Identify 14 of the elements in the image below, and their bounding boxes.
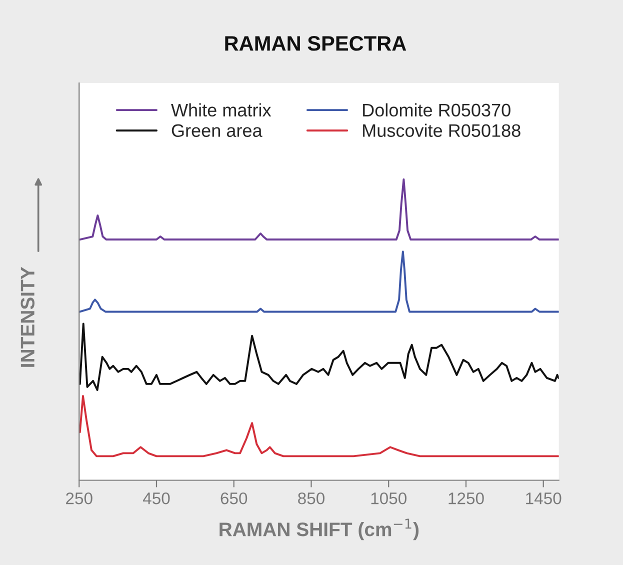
legend-label: Dolomite R050370 [363, 103, 510, 117]
x-tick-label: 850 [298, 492, 324, 504]
legend-label: White matrix [171, 103, 272, 117]
x-tick-label: 650 [220, 492, 248, 504]
x-tick-label: 250 [66, 492, 92, 504]
chart-title: RAMAN SPECTRA [225, 36, 406, 51]
y-axis-title: INTENSITY [20, 266, 34, 367]
x-axis-title: RAMAN SHIFT (cm$^{−1}$) [220, 518, 419, 540]
x-tick-label: 450 [142, 492, 170, 504]
legend-label: Muscovite R050188 [363, 124, 520, 137]
x-tick-label: 1050 [371, 492, 406, 504]
legend-label: Green area [172, 124, 262, 137]
x-tick-label: 1250 [448, 492, 484, 504]
x-tick-label: 1450 [526, 492, 562, 504]
